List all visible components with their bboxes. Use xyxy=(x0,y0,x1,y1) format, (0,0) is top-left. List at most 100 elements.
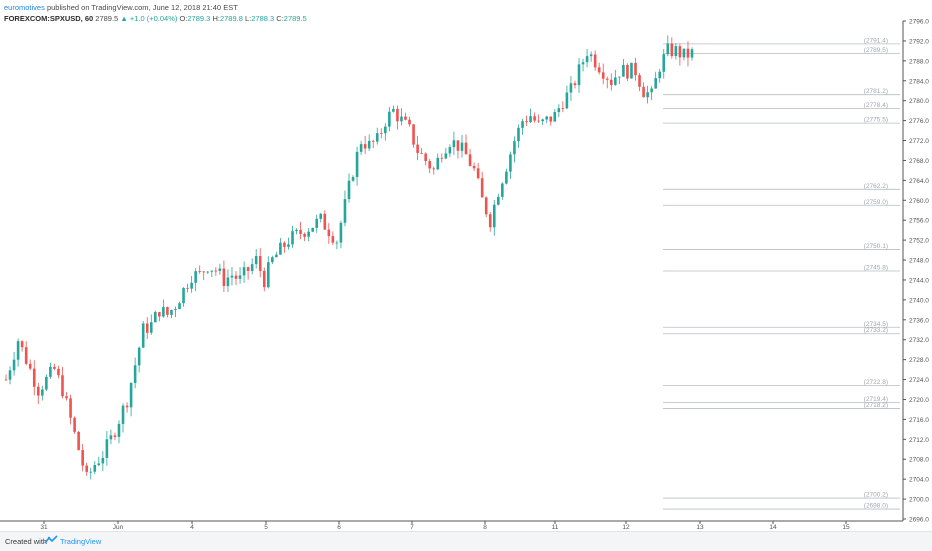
author-link[interactable]: euromotives xyxy=(4,3,45,12)
candle-body xyxy=(295,229,298,232)
candle-body xyxy=(432,168,436,170)
level-label: (2722.8) xyxy=(864,379,888,386)
candle-body xyxy=(565,92,569,109)
candle-body xyxy=(109,435,113,440)
level-label: (2781.2) xyxy=(864,88,888,95)
candle-body xyxy=(428,161,432,169)
low-label: L: xyxy=(244,14,252,23)
price-tick-label: 2780.0 xyxy=(909,98,929,105)
candle-body xyxy=(93,465,97,472)
candle-body xyxy=(97,463,101,466)
candle-body xyxy=(412,124,415,145)
time-tick-label: Jun xyxy=(113,524,124,531)
candle-body xyxy=(234,275,238,279)
candle-body xyxy=(162,307,165,317)
high-label: H: xyxy=(212,14,220,23)
candle-body xyxy=(634,62,637,76)
candle-body xyxy=(81,450,84,466)
candle-body xyxy=(182,287,185,304)
candle-body xyxy=(266,262,270,288)
candle-body xyxy=(24,347,28,364)
candle-body xyxy=(158,312,161,317)
price-tick-label: 2792.0 xyxy=(909,38,929,45)
candle-body xyxy=(460,142,464,151)
level-label: (2745.8) xyxy=(864,264,888,271)
candle-body xyxy=(12,359,16,371)
level-label: (2750.1) xyxy=(864,243,888,250)
level-label: (2762.2) xyxy=(864,183,888,190)
candle-body xyxy=(549,116,553,122)
candle-body xyxy=(319,213,323,219)
candle-body xyxy=(626,64,629,79)
price-tick-label: 2764.0 xyxy=(909,178,929,185)
price-tick-label: 2712.0 xyxy=(909,437,929,444)
candle-body xyxy=(472,165,476,169)
candle-body xyxy=(650,88,653,93)
symbol-label[interactable]: FOREXCOM:SPXUSD, 60 xyxy=(4,14,94,23)
price-tick-label: 2772.0 xyxy=(909,138,929,145)
candle-body xyxy=(601,72,605,79)
open-label: O: xyxy=(179,14,188,23)
candle-body xyxy=(573,83,577,86)
candle-body xyxy=(154,312,157,323)
candle-body xyxy=(609,79,613,85)
candle-body xyxy=(452,140,456,148)
candle-body xyxy=(242,267,246,276)
candle-body xyxy=(561,108,565,109)
candle-body xyxy=(226,277,230,287)
candle-body xyxy=(230,275,234,278)
close-value: 2789.5 xyxy=(283,14,307,23)
candle-body xyxy=(630,62,633,79)
candle-body xyxy=(384,126,387,134)
candle-body xyxy=(307,231,310,237)
footer-bar: Created with TradingView xyxy=(0,531,932,551)
price-tick-label: 2784.0 xyxy=(909,78,929,85)
candle-body xyxy=(577,64,581,86)
candle-body xyxy=(327,229,331,237)
candle-body xyxy=(686,48,690,58)
candle-body xyxy=(4,379,8,381)
price-tick-label: 2716.0 xyxy=(909,417,929,424)
candle-body xyxy=(117,423,121,437)
candle-body xyxy=(351,176,355,181)
candle-body xyxy=(331,236,335,243)
level-label: (2700.2) xyxy=(864,492,888,499)
level-label: (2791.4) xyxy=(864,37,888,44)
candle-body xyxy=(622,64,625,77)
candle-body xyxy=(69,398,72,418)
candle-body xyxy=(488,214,492,228)
candle-body xyxy=(363,144,367,149)
candle-body xyxy=(218,268,222,271)
candle-body xyxy=(238,275,242,279)
candle-body xyxy=(65,396,68,399)
candle-body xyxy=(674,46,678,57)
candle-body xyxy=(287,244,290,247)
candle-body xyxy=(666,43,670,55)
price-chart[interactable]: 2796.0 2792.0 2788.0 2784.0 2780.0 2776.0 2772… xyxy=(0,0,932,531)
candle-body xyxy=(283,242,286,247)
candle-body xyxy=(323,213,327,230)
candle-body xyxy=(198,271,201,272)
candle-body xyxy=(367,140,371,149)
candle-body xyxy=(49,366,52,377)
candle-body xyxy=(509,154,512,172)
candle-body xyxy=(141,323,145,348)
close-label: C: xyxy=(276,14,284,23)
candle-body xyxy=(254,256,258,265)
candle-body xyxy=(57,368,60,376)
candle-body xyxy=(186,287,189,289)
time-tick-label: 13 xyxy=(696,524,704,531)
candle-body xyxy=(525,121,528,123)
ohlc-line: FOREXCOM:SPXUSD, 60 2789.5 ▲ +1.0 (+0.04… xyxy=(4,13,884,24)
price-tick-label: 2700.0 xyxy=(909,497,929,504)
price-tick-label: 2752.0 xyxy=(909,238,929,245)
candle-body xyxy=(505,171,508,184)
candle-body xyxy=(408,119,411,125)
candle-body xyxy=(416,144,419,153)
price-tick-label: 2776.0 xyxy=(909,118,929,125)
level-label: (2789.5) xyxy=(864,47,888,54)
candle-body xyxy=(359,144,363,152)
candle-body xyxy=(214,270,218,272)
candle-body xyxy=(174,309,177,311)
tradingview-brand[interactable]: TradingView xyxy=(60,537,102,546)
